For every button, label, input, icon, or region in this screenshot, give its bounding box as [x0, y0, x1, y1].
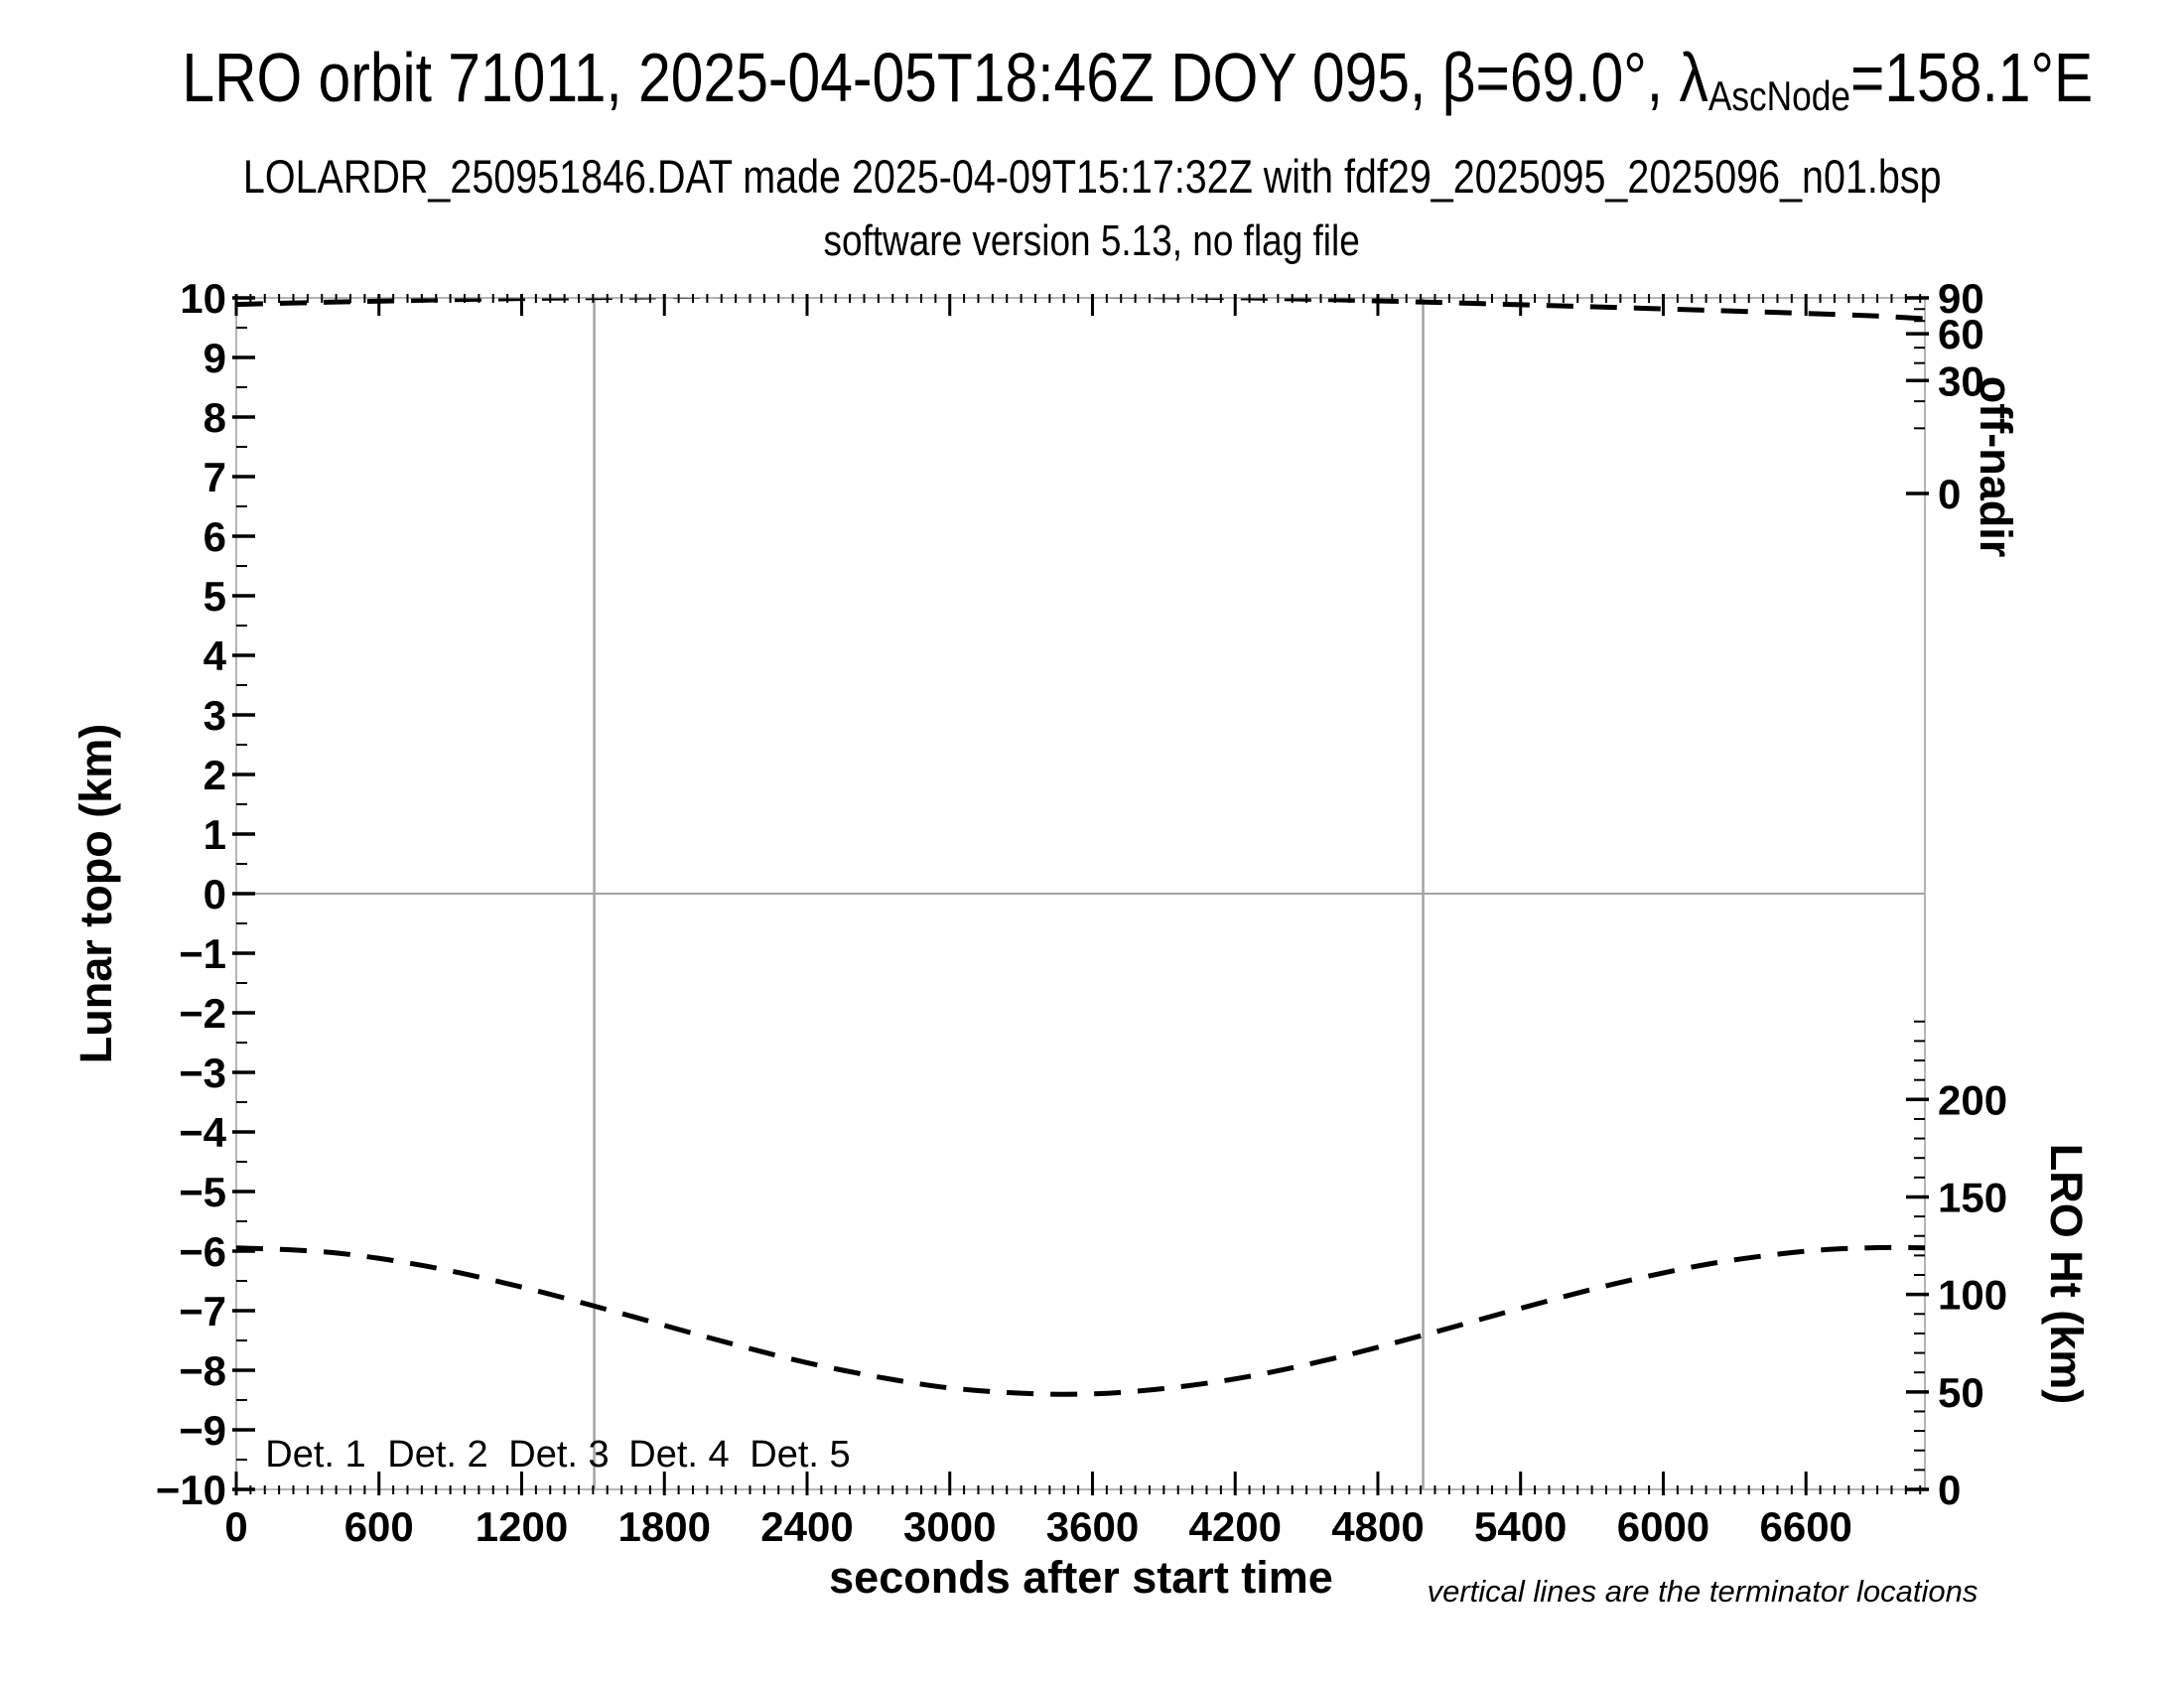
plot-curves-layer	[236, 298, 1925, 1397]
topo-tick-label: 7	[204, 454, 226, 500]
legend: Det. 1 Det. 2 Det. 3 Det. 4 Det. 5	[265, 1434, 850, 1476]
x-tick-label: 4800	[1331, 1503, 1424, 1550]
topo-tick-label: 1	[204, 811, 226, 858]
offnadir-tick-label: 30	[1938, 357, 1984, 404]
topo-tick-label: −4	[179, 1109, 227, 1156]
legend-item-det5: Det. 5	[750, 1434, 850, 1476]
lro-ht-axis-title: LRO Ht (km)	[2041, 1144, 2092, 1405]
off-nadir-axis-title: off-nadir	[1971, 376, 2021, 557]
page-title: LRO orbit 71011, 2025-04-05T18:46Z DOY 0…	[0, 38, 2184, 120]
topo-tick-label: 2	[204, 752, 226, 798]
topo-tick-label: −5	[179, 1169, 226, 1215]
title-subscript: AscNode	[1707, 72, 1851, 120]
subtitle: LOLARDR_250951846.DAT made 2025-04-09T15…	[242, 150, 1942, 203]
title-text: LRO orbit 71011, 2025-04-05T18:46Z DOY 0…	[182, 39, 1708, 116]
x-tick-label: 4200	[1189, 1503, 1282, 1550]
legend-item-det4: Det. 4	[628, 1434, 729, 1476]
terminator-note: vertical lines are the terminator locati…	[1428, 1574, 1979, 1609]
ht-tick-label: 100	[1938, 1272, 2007, 1319]
lro-height-curve	[236, 1244, 1925, 1397]
software-version-line: software version 5.13, no flag file	[823, 216, 1361, 265]
title-suffix: =158.1°E	[1850, 39, 2094, 116]
topo-tick-label: −9	[179, 1407, 226, 1454]
x-tick-label: 6000	[1617, 1503, 1709, 1550]
topo-tick-label: −3	[179, 1050, 226, 1096]
topo-tick-label: −8	[179, 1347, 226, 1394]
x-tick-label: 1200	[476, 1503, 568, 1550]
topo-tick-label: 0	[204, 871, 226, 917]
ht-tick-label: 150	[1938, 1174, 2007, 1220]
x-tick-label: 3000	[903, 1503, 996, 1550]
legend-item-det2: Det. 2	[387, 1434, 487, 1476]
topo-tick-label: −2	[179, 990, 226, 1037]
legend-item-det3: Det. 3	[508, 1434, 609, 1476]
ht-tick-label: 50	[1938, 1369, 1984, 1416]
topo-tick-label: −10	[156, 1467, 226, 1513]
topo-tick-label: −7	[179, 1288, 226, 1335]
offnadir-tick-label: 90	[1938, 275, 1984, 322]
legend-item-det1: Det. 1	[265, 1434, 365, 1476]
topo-tick-label: −6	[179, 1228, 226, 1275]
x-tick-label: 600	[344, 1503, 414, 1550]
topo-tick-label: 3	[204, 692, 226, 739]
topo-tick-label: 4	[204, 633, 227, 679]
plot-ticks-layer	[232, 294, 1929, 1495]
topo-tick-label: 8	[204, 394, 226, 441]
ht-tick-label: 0	[1938, 1467, 1961, 1513]
x-tick-label: 0	[224, 1503, 247, 1550]
topo-tick-label: −1	[179, 930, 226, 977]
x-tick-label: 1800	[618, 1503, 711, 1550]
x-axis-title: seconds after start time	[829, 1552, 1333, 1603]
plot-lines-layer	[235, 297, 1926, 1490]
topo-tick-label: 5	[204, 573, 226, 620]
x-tick-label: 5400	[1474, 1503, 1567, 1550]
x-tick-label: 6600	[1759, 1503, 1851, 1550]
left-axis-title: Lunar topo (km)	[70, 724, 121, 1063]
ht-tick-label: 200	[1938, 1076, 2007, 1123]
offnadir-tick-label: 0	[1938, 471, 1961, 517]
topo-tick-label: 10	[180, 275, 226, 322]
topo-tick-label: 9	[204, 335, 226, 381]
offnadir-tick-label: 60	[1938, 311, 1984, 357]
x-tick-label: 2400	[760, 1503, 853, 1550]
topo-tick-label: 6	[204, 513, 226, 560]
x-tick-label: 3600	[1046, 1503, 1139, 1550]
plot-ticklabels-layer: 0 600 1200 1800 2400 3000 3600 4200 4800 5400 6000…	[156, 275, 2007, 1550]
